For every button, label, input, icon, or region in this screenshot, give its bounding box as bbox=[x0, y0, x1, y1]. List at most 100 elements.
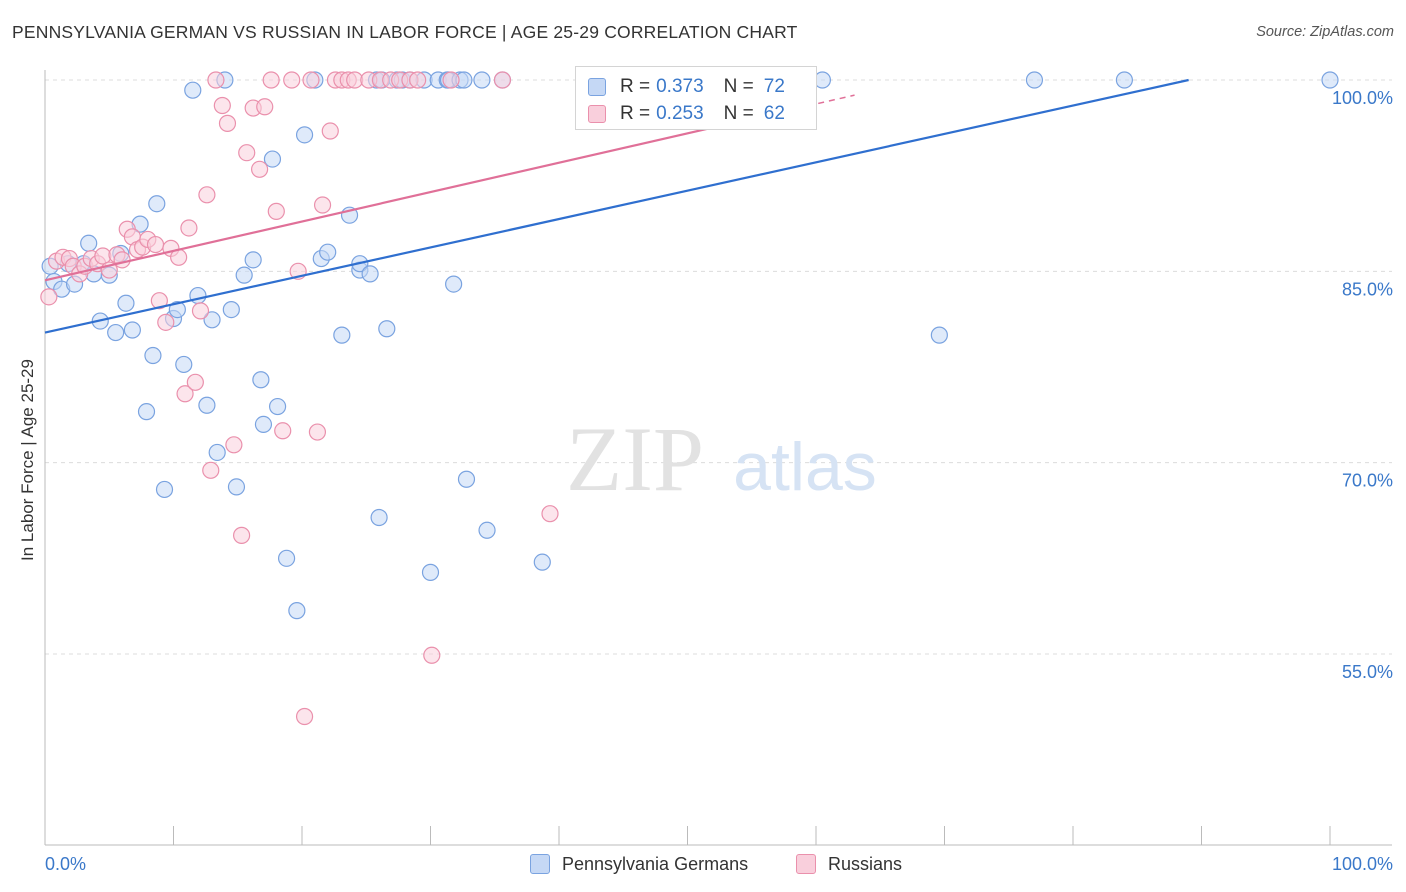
russian-point bbox=[308, 423, 327, 441]
pennsylvania-german-point bbox=[189, 286, 207, 305]
russian-point bbox=[191, 302, 210, 320]
russian-point bbox=[186, 373, 204, 391]
pennsylvania-german-point bbox=[184, 81, 202, 99]
y-axis-label: In Labor Force | Age 25-29 bbox=[18, 359, 37, 561]
pennsylvania-german-point bbox=[1115, 71, 1134, 89]
russian-point bbox=[150, 292, 168, 310]
legend-row-pennsylvania-germans: R = 0.373 N = 72 bbox=[588, 75, 785, 99]
x-tick-label: 100.0% bbox=[1332, 854, 1393, 874]
legend-r-value: 0.253 bbox=[656, 103, 704, 124]
russian-point bbox=[256, 98, 274, 116]
pennsylvania-german-point bbox=[930, 326, 948, 344]
russian-point bbox=[40, 288, 58, 306]
russian-point bbox=[295, 707, 314, 726]
pennsylvania-german-point bbox=[107, 323, 125, 342]
series-legend-pennsylvania-germans: Pennsylvania Germans bbox=[530, 852, 748, 876]
russian-point bbox=[493, 71, 512, 89]
russian-point bbox=[313, 196, 332, 214]
pennsylvania-german-point bbox=[117, 294, 135, 312]
axes-layer bbox=[44, 70, 1392, 846]
grid-layer bbox=[45, 79, 1392, 655]
pennsylvania-german-point bbox=[235, 266, 253, 284]
pennsylvania-german-point bbox=[263, 150, 282, 168]
series-name: Pennsylvania Germans bbox=[562, 853, 749, 874]
pennsylvania-german-point bbox=[137, 403, 156, 421]
legend-n-value: 62 bbox=[763, 103, 785, 124]
pennsylvania-german-point bbox=[457, 470, 476, 488]
legend-n-label: N = bbox=[723, 103, 754, 124]
russian-point bbox=[176, 385, 194, 403]
legend-row-russians: R = 0.253 N = 62 bbox=[588, 102, 785, 126]
pennsylvania-german-point bbox=[168, 301, 186, 319]
series-swatch-blue bbox=[530, 854, 550, 874]
pennsylvania-german-trend-line bbox=[44, 78, 1189, 334]
russian-point bbox=[423, 646, 441, 664]
russian-point bbox=[213, 96, 231, 115]
pennsylvania-german-point bbox=[445, 275, 463, 293]
russian-point bbox=[541, 505, 559, 523]
pennsylvania-german-point bbox=[361, 265, 379, 283]
pennsylvania-german-point bbox=[144, 346, 162, 365]
pennsylvania-german-point bbox=[208, 443, 226, 462]
russian-point bbox=[409, 71, 427, 89]
pennsylvania-german-point bbox=[175, 355, 193, 374]
pennsylvania-german-point bbox=[288, 602, 306, 620]
pennsylvania-german-point bbox=[533, 553, 551, 571]
pennsylvania-german-point bbox=[333, 326, 351, 344]
y-tick-label: 100.0% bbox=[1332, 88, 1393, 108]
pennsylvania-german-point bbox=[268, 397, 287, 416]
legend-n-value: 72 bbox=[763, 76, 785, 97]
pennsylvania-german-point bbox=[155, 480, 174, 499]
source-label: Source: ZipAtlas.com bbox=[1256, 24, 1394, 40]
russian-point bbox=[283, 71, 301, 89]
pennsylvania-german-point bbox=[203, 311, 221, 329]
legend-swatch-blue bbox=[588, 78, 606, 96]
y-tick-label: 85.0% bbox=[1342, 279, 1393, 299]
russian-point bbox=[233, 526, 251, 544]
series-swatch-pink bbox=[796, 854, 816, 874]
chart-title: PENNSYLVANIA GERMAN VS RUSSIAN IN LABOR … bbox=[12, 22, 798, 42]
legend-r-value: 0.373 bbox=[656, 76, 704, 97]
russian-point bbox=[262, 71, 280, 89]
watermark-atlas: atlas bbox=[733, 429, 877, 505]
russian-point bbox=[113, 251, 131, 269]
pennsylvania-german-point bbox=[80, 234, 98, 252]
legend-r-label: R = bbox=[620, 76, 651, 97]
russian-trend-line bbox=[44, 114, 765, 282]
x-tick-label: 0.0% bbox=[45, 854, 86, 874]
legend-swatch-pink bbox=[588, 105, 606, 123]
pennsylvania-german-point bbox=[421, 563, 440, 581]
y-tick-label: 55.0% bbox=[1342, 662, 1393, 682]
pennsylvania-german-point bbox=[148, 195, 166, 213]
russian-point bbox=[198, 186, 216, 204]
russian-point bbox=[302, 71, 320, 89]
russian-point bbox=[202, 461, 220, 479]
russian-point bbox=[274, 422, 292, 440]
pennsylvania-german-point bbox=[1025, 71, 1044, 89]
pennsylvania-german-point bbox=[123, 321, 141, 339]
pennsylvania-german-point bbox=[244, 251, 262, 269]
pennsylvania-german-point bbox=[370, 508, 388, 527]
russian-point bbox=[146, 235, 165, 254]
pennsylvania-german-point bbox=[222, 301, 240, 319]
y-tick-label: 70.0% bbox=[1342, 471, 1393, 491]
watermark: ZIP atlas bbox=[566, 408, 877, 510]
russian-point bbox=[442, 71, 460, 89]
series-legend-russians: Russians bbox=[796, 852, 902, 876]
russian-point bbox=[207, 71, 225, 89]
russian-point bbox=[225, 436, 243, 454]
pennsylvania-german-point bbox=[378, 320, 396, 338]
russian-point bbox=[267, 202, 285, 220]
legend-n-label: N = bbox=[723, 76, 754, 97]
pennsylvania-german-point bbox=[252, 371, 270, 389]
pennsylvania-german-point bbox=[473, 71, 491, 89]
legend-r-label: R = bbox=[620, 103, 651, 124]
pennsylvania-german-point bbox=[198, 396, 216, 414]
russian-point bbox=[157, 313, 175, 331]
correlation-legend: R = 0.373 N = 72 R = 0.253 N = 62 bbox=[575, 66, 817, 130]
pennsylvania-german-point bbox=[254, 415, 273, 433]
points-layer bbox=[40, 71, 1339, 726]
pennsylvania-german-point bbox=[227, 478, 246, 496]
pennsylvania-german-point bbox=[295, 126, 314, 144]
